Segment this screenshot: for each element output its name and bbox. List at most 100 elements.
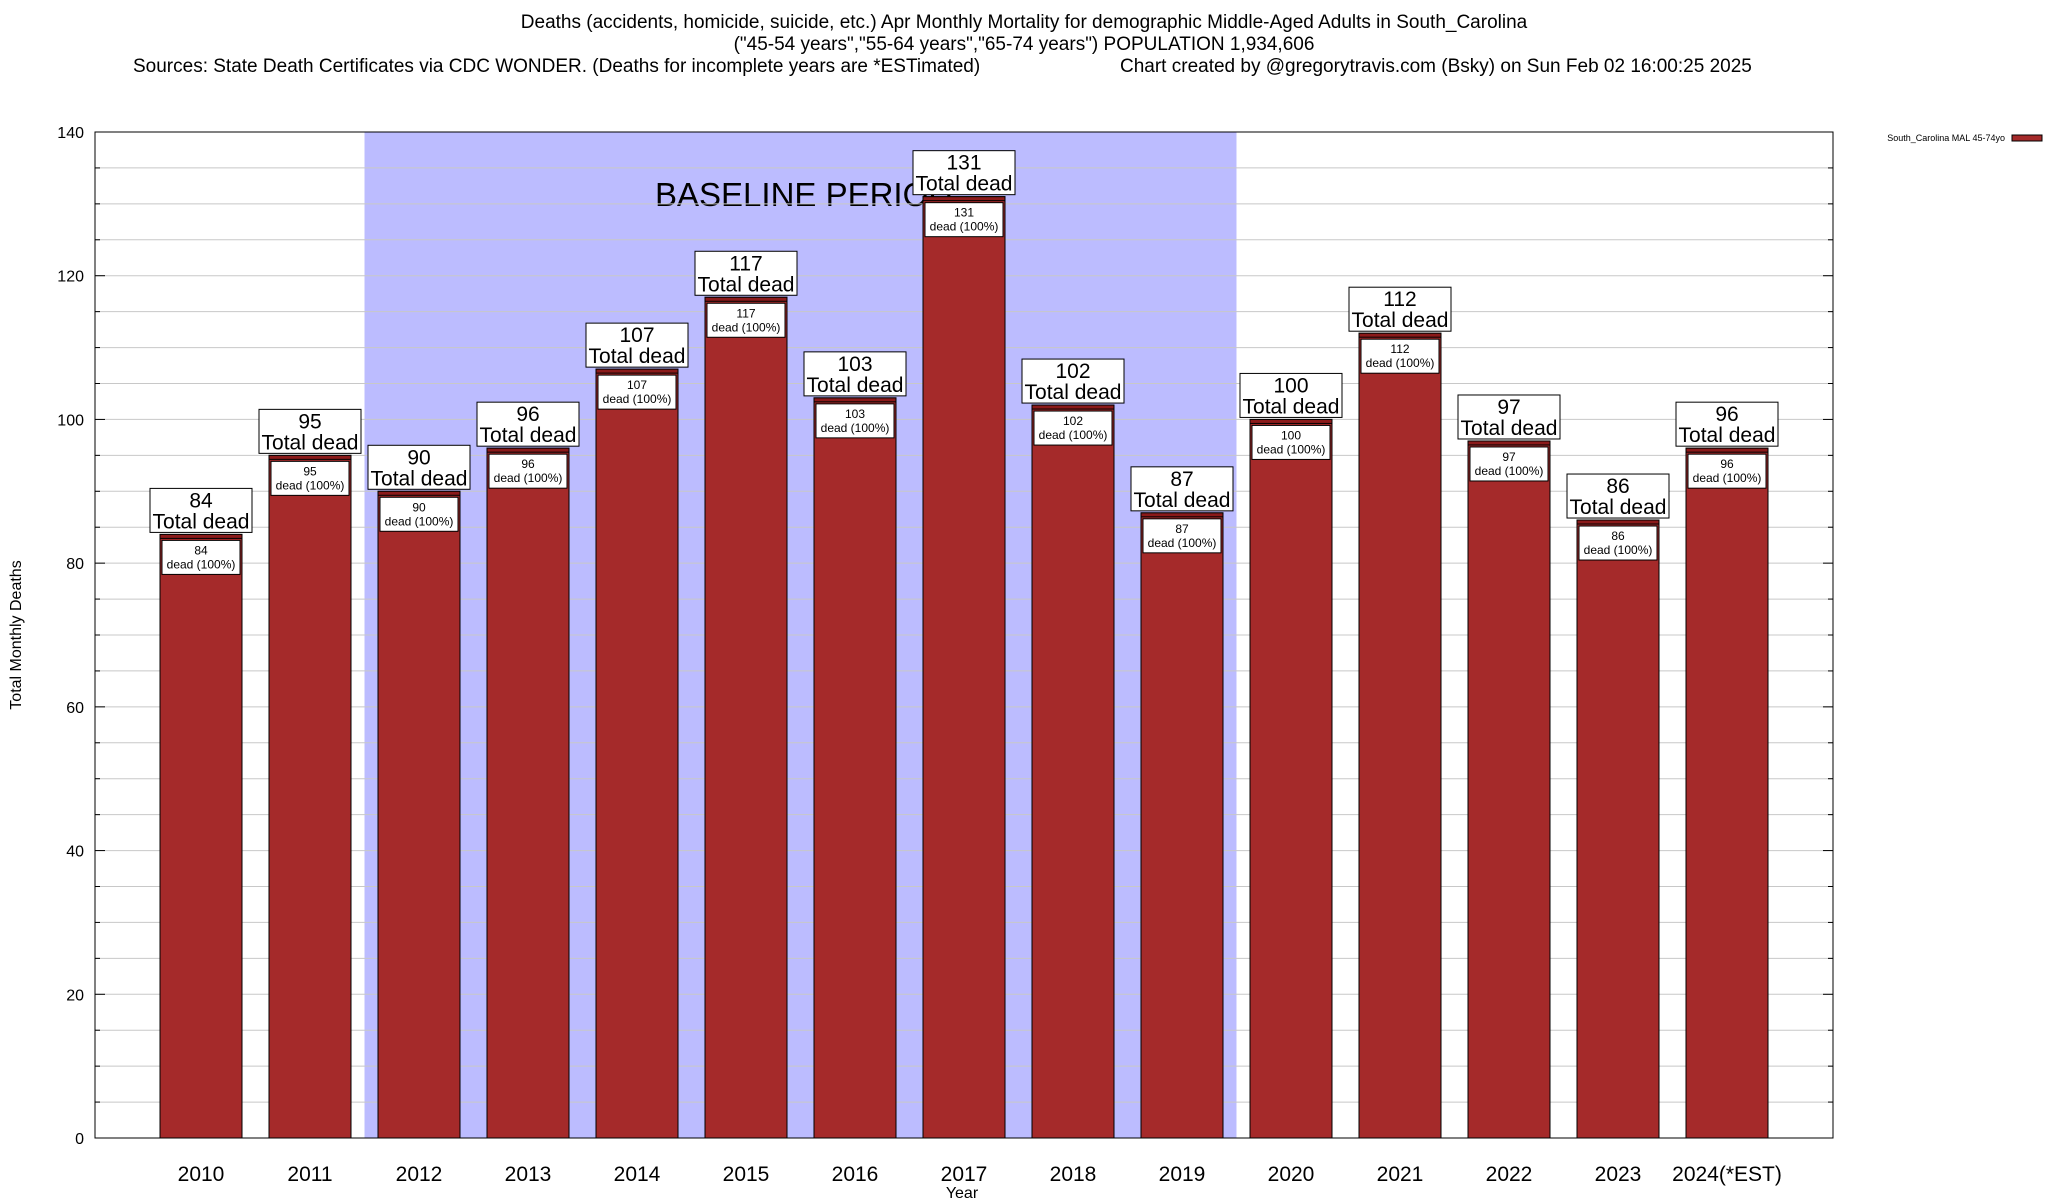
- bar: [1140, 512, 1224, 1139]
- inner-label-box: [488, 453, 568, 489]
- total-label-box: [694, 250, 798, 296]
- total-label-box: [1675, 401, 1779, 447]
- y-tick-label: 120: [57, 269, 84, 286]
- total-label-box: [149, 487, 253, 533]
- y-tick-label: 40: [66, 844, 84, 861]
- inner-dead-label: dead (100%): [1148, 536, 1217, 550]
- total-value-label: 86: [1606, 475, 1629, 498]
- y-tick-label: 60: [66, 700, 84, 717]
- inner-value-label: 90: [412, 500, 426, 514]
- total-dead-label: Total dead: [262, 431, 359, 454]
- legend-swatch: [2011, 134, 2043, 142]
- bar-cap: [268, 454, 352, 460]
- inner-label-box: [1033, 410, 1113, 446]
- inner-dead-label: dead (100%): [930, 220, 999, 234]
- bar-cap: [1031, 404, 1115, 410]
- bar-cap: [595, 368, 679, 374]
- x-tick-label: 2012: [396, 1163, 443, 1186]
- y-tick-label: 80: [66, 556, 84, 573]
- total-value-label: 103: [837, 353, 872, 376]
- total-dead-label: Total dead: [589, 345, 686, 368]
- inner-dead-label: dead (100%): [1693, 471, 1762, 485]
- inner-value-label: 95: [303, 464, 317, 478]
- y-tick-label: 20: [66, 987, 84, 1004]
- inner-label-box: [815, 403, 895, 439]
- total-dead-label: Total dead: [1134, 489, 1231, 512]
- total-value-label: 90: [407, 446, 430, 469]
- bar: [1031, 404, 1115, 1139]
- inner-label-box: [1360, 338, 1440, 374]
- x-tick-label: 2018: [1050, 1163, 1097, 1186]
- bar-cap: [1467, 440, 1551, 446]
- total-dead-label: Total dead: [1461, 417, 1558, 440]
- inner-label-box: [1469, 446, 1549, 482]
- total-label-box: [585, 322, 689, 368]
- inner-dead-label: dead (100%): [385, 514, 454, 528]
- x-tick-label: 2022: [1486, 1163, 1533, 1186]
- bar: [377, 490, 461, 1139]
- total-value-label: 107: [619, 324, 654, 347]
- inner-value-label: 84: [194, 543, 208, 557]
- total-value-label: 102: [1055, 360, 1090, 383]
- bar-cap: [813, 397, 897, 403]
- total-label-box: [1130, 466, 1234, 512]
- total-dead-label: Total dead: [1352, 309, 1449, 332]
- inner-value-label: 107: [627, 378, 647, 392]
- inner-label-box: [924, 202, 1004, 238]
- bar: [1249, 418, 1333, 1139]
- chart-title: Deaths (accidents, homicide, suicide, et…: [520, 12, 1528, 33]
- bar: [1358, 332, 1442, 1139]
- bar-cap: [1140, 512, 1224, 518]
- inner-label-box: [1578, 525, 1658, 561]
- inner-dead-label: dead (100%): [167, 557, 236, 571]
- bar: [1576, 519, 1660, 1139]
- legend-label: South_Carolina MAL 45-74yo: [1887, 133, 2005, 143]
- inner-dead-label: dead (100%): [494, 471, 563, 485]
- total-dead-label: Total dead: [1570, 496, 1667, 519]
- total-dead-label: Total dead: [480, 424, 577, 447]
- total-dead-label: Total dead: [698, 273, 795, 296]
- total-value-label: 96: [1715, 403, 1738, 426]
- total-dead-label: Total dead: [916, 173, 1013, 196]
- inner-value-label: 131: [954, 206, 974, 220]
- bar-cap: [377, 490, 461, 496]
- total-label-box: [1239, 372, 1343, 418]
- total-value-label: 95: [298, 410, 321, 433]
- x-tick-label: 2017: [941, 1163, 988, 1186]
- inner-dead-label: dead (100%): [603, 392, 672, 406]
- inner-label-box: [1251, 424, 1331, 460]
- total-value-label: 97: [1497, 396, 1520, 419]
- bar-layer: [159, 196, 1769, 1139]
- bar-cap: [1249, 418, 1333, 424]
- legend: South_Carolina MAL 45-74yo: [1887, 133, 2043, 143]
- total-label-box: [476, 401, 580, 447]
- bar: [813, 397, 897, 1139]
- total-dead-label: Total dead: [807, 374, 904, 397]
- total-dead-label: Total dead: [371, 467, 468, 490]
- bar: [922, 196, 1006, 1139]
- bar-cap: [1576, 519, 1660, 525]
- chart-header: Deaths (accidents, homicide, suicide, et…: [0, 12, 2048, 78]
- total-dead-label: Total dead: [1243, 395, 1340, 418]
- total-value-label: 84: [189, 489, 213, 512]
- inner-label-box: [270, 460, 350, 496]
- bar: [1467, 440, 1551, 1139]
- bar: [1685, 447, 1769, 1139]
- bar-cap: [1358, 332, 1442, 338]
- bar: [595, 368, 679, 1139]
- inner-label-box: [597, 374, 677, 410]
- bar: [486, 447, 570, 1139]
- inner-label-box: [1142, 518, 1222, 554]
- baseline-period-label: BASELINE PERIOD: [655, 176, 952, 213]
- inner-dead-label: dead (100%): [1257, 442, 1326, 456]
- inner-dead-label: dead (100%): [1584, 543, 1653, 557]
- total-label-box: [1348, 286, 1452, 332]
- inner-dead-label: dead (100%): [1039, 428, 1108, 442]
- inner-dead-label: dead (100%): [1366, 356, 1435, 370]
- x-tick-label: 2011: [287, 1163, 332, 1186]
- chart-subtitle: ("45-54 years","55-64 years","65-74 year…: [733, 34, 1315, 55]
- credit-text: Chart created by @gregorytravis.com (Bsk…: [1120, 56, 1752, 77]
- x-tick-label: 2013: [505, 1163, 552, 1186]
- total-value-label: 131: [946, 152, 981, 175]
